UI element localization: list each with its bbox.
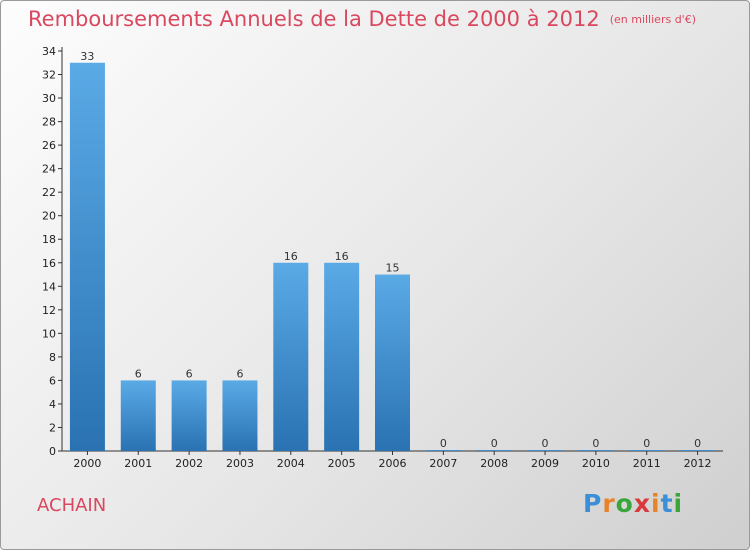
y-tick-label: 22 <box>42 186 56 199</box>
bar-2001 <box>120 380 156 451</box>
bar-2007 <box>425 450 461 451</box>
chart-bars <box>69 62 716 451</box>
y-tick-label: 2 <box>49 421 56 434</box>
chart-title-text: Remboursements Annuels de la Dette de 20… <box>28 7 600 31</box>
y-tick-label: 6 <box>49 374 56 387</box>
data-label-2008: 0 <box>491 437 498 450</box>
x-tick-label-2008: 2008 <box>480 457 508 470</box>
x-tick-label-2012: 2012 <box>684 457 712 470</box>
data-label-2012: 0 <box>694 437 701 450</box>
data-label-2010: 0 <box>592 437 599 450</box>
y-tick-label: 18 <box>42 233 56 246</box>
x-tick-label-2003: 2003 <box>226 457 254 470</box>
data-label-2000: 33 <box>80 50 94 63</box>
x-tick-label-2007: 2007 <box>429 457 457 470</box>
chart-x-ticks: 2000 2001 2002 2003 2004 2005 2006 2007 2008 2009… <box>73 451 712 470</box>
logo-letter: i <box>673 489 684 518</box>
bar-2002 <box>171 380 207 451</box>
y-tick-label: 8 <box>49 351 56 364</box>
data-label-2001: 6 <box>135 367 142 380</box>
logo-letter: o <box>615 489 634 518</box>
y-tick-label: 30 <box>42 92 56 105</box>
bar-2008 <box>476 450 512 451</box>
y-tick-label: 34 <box>42 45 56 58</box>
x-tick-label-2011: 2011 <box>633 457 661 470</box>
logo-letter: r <box>602 489 616 518</box>
bar-2004 <box>273 262 309 451</box>
y-tick-label: 4 <box>49 398 56 411</box>
bar-2009 <box>527 450 563 451</box>
x-tick-label-2000: 2000 <box>73 457 101 470</box>
chart-subtitle: (en milliers d'€) <box>609 13 696 26</box>
y-tick-label: 16 <box>42 257 56 270</box>
data-label-2003: 6 <box>236 367 243 380</box>
bar-2011 <box>629 450 665 451</box>
y-tick-label: 12 <box>42 304 56 317</box>
chart-title: Remboursements Annuels de la Dette de 20… <box>28 7 696 31</box>
y-tick-label: 24 <box>42 163 56 176</box>
y-tick-label: 10 <box>42 327 56 340</box>
x-tick-label-2001: 2001 <box>124 457 152 470</box>
bar-2006 <box>375 274 410 451</box>
x-tick-label-2002: 2002 <box>175 457 203 470</box>
data-label-2009: 0 <box>542 437 549 450</box>
proxiti-logo: Proxiti <box>583 489 683 518</box>
data-label-2011: 0 <box>643 437 650 450</box>
y-tick-label: 28 <box>42 116 56 129</box>
data-label-2005: 16 <box>335 250 349 263</box>
x-tick-label-2006: 2006 <box>379 457 407 470</box>
x-tick-label-2004: 2004 <box>277 457 305 470</box>
x-tick-label-2005: 2005 <box>328 457 356 470</box>
data-label-2004: 16 <box>284 250 298 263</box>
y-tick-label: 26 <box>42 139 56 152</box>
logo-letter: x <box>633 489 651 518</box>
data-label-2006: 15 <box>386 262 400 275</box>
data-label-2007: 0 <box>440 437 447 450</box>
data-label-2002: 6 <box>186 367 193 380</box>
logo-letter: i <box>651 489 661 518</box>
logo-letter: P <box>583 489 603 518</box>
y-tick-label: 32 <box>42 69 56 82</box>
logo-letter: t <box>660 489 674 518</box>
bar-2012 <box>680 450 716 451</box>
bar-2003 <box>222 380 258 451</box>
bar-2005 <box>324 262 360 451</box>
commune-name: ACHAIN <box>37 495 107 516</box>
y-tick-label: 14 <box>42 280 56 293</box>
bar-2000 <box>69 62 105 451</box>
x-tick-label-2010: 2010 <box>582 457 610 470</box>
bar-2010 <box>578 450 614 451</box>
y-tick-label: 0 <box>49 445 56 458</box>
chart-data-labels: 33 6 6 6 16 16 15 0 0 0 0 0 0 <box>80 50 701 450</box>
y-tick-label: 20 <box>42 210 56 223</box>
x-tick-label-2009: 2009 <box>531 457 559 470</box>
